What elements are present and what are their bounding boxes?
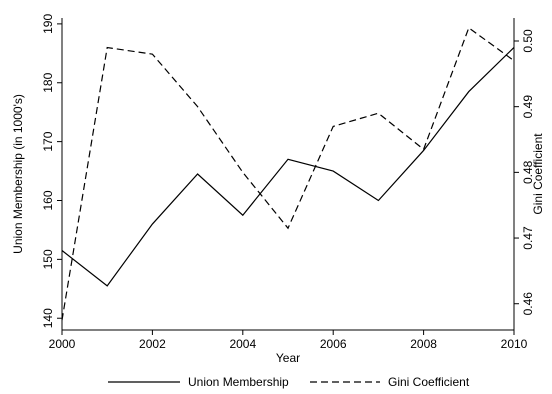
right-y-tick-label: 0.47 (521, 226, 535, 250)
right-y-axis-title: Gini Coefficient (531, 133, 545, 215)
legend-label-1: Union Membership (188, 375, 289, 389)
left-y-tick-label: 140 (41, 308, 55, 328)
series-layer (61, 26, 515, 321)
axes: 2000 2002 2004 2006 2008 2010 Year 140 150 160 170… (11, 14, 545, 365)
left-y-tick-label: 150 (41, 249, 55, 269)
x-axis-title: Year (276, 351, 300, 365)
x-tick-label: 2000 (49, 337, 76, 351)
legend: Union Membership Gini Coefficient (108, 375, 470, 389)
series-line-2 (61, 26, 515, 321)
left-y-tick-label: 170 (41, 131, 55, 151)
left-y-axis-title: Union Membership (in 1000's) (11, 94, 25, 254)
right-y-tick-label: 0.50 (521, 29, 535, 53)
x-tick-label: 2008 (410, 337, 437, 351)
left-y-tick-label: 160 (41, 190, 55, 210)
left-y-tick-label: 180 (41, 72, 55, 92)
left-y-tick-label: 190 (41, 14, 55, 34)
right-y-tick-label: 0.46 (521, 292, 535, 316)
x-tick-label: 2010 (501, 337, 528, 351)
right-y-tick-label: 0.48 (521, 160, 535, 184)
x-tick-label: 2006 (320, 337, 347, 351)
right-y-tick-label: 0.49 (521, 95, 535, 119)
legend-label-2: Gini Coefficient (388, 375, 470, 389)
x-tick-label: 2002 (139, 337, 166, 351)
x-tick-label: 2004 (229, 337, 256, 351)
series-line-1 (61, 47, 515, 287)
